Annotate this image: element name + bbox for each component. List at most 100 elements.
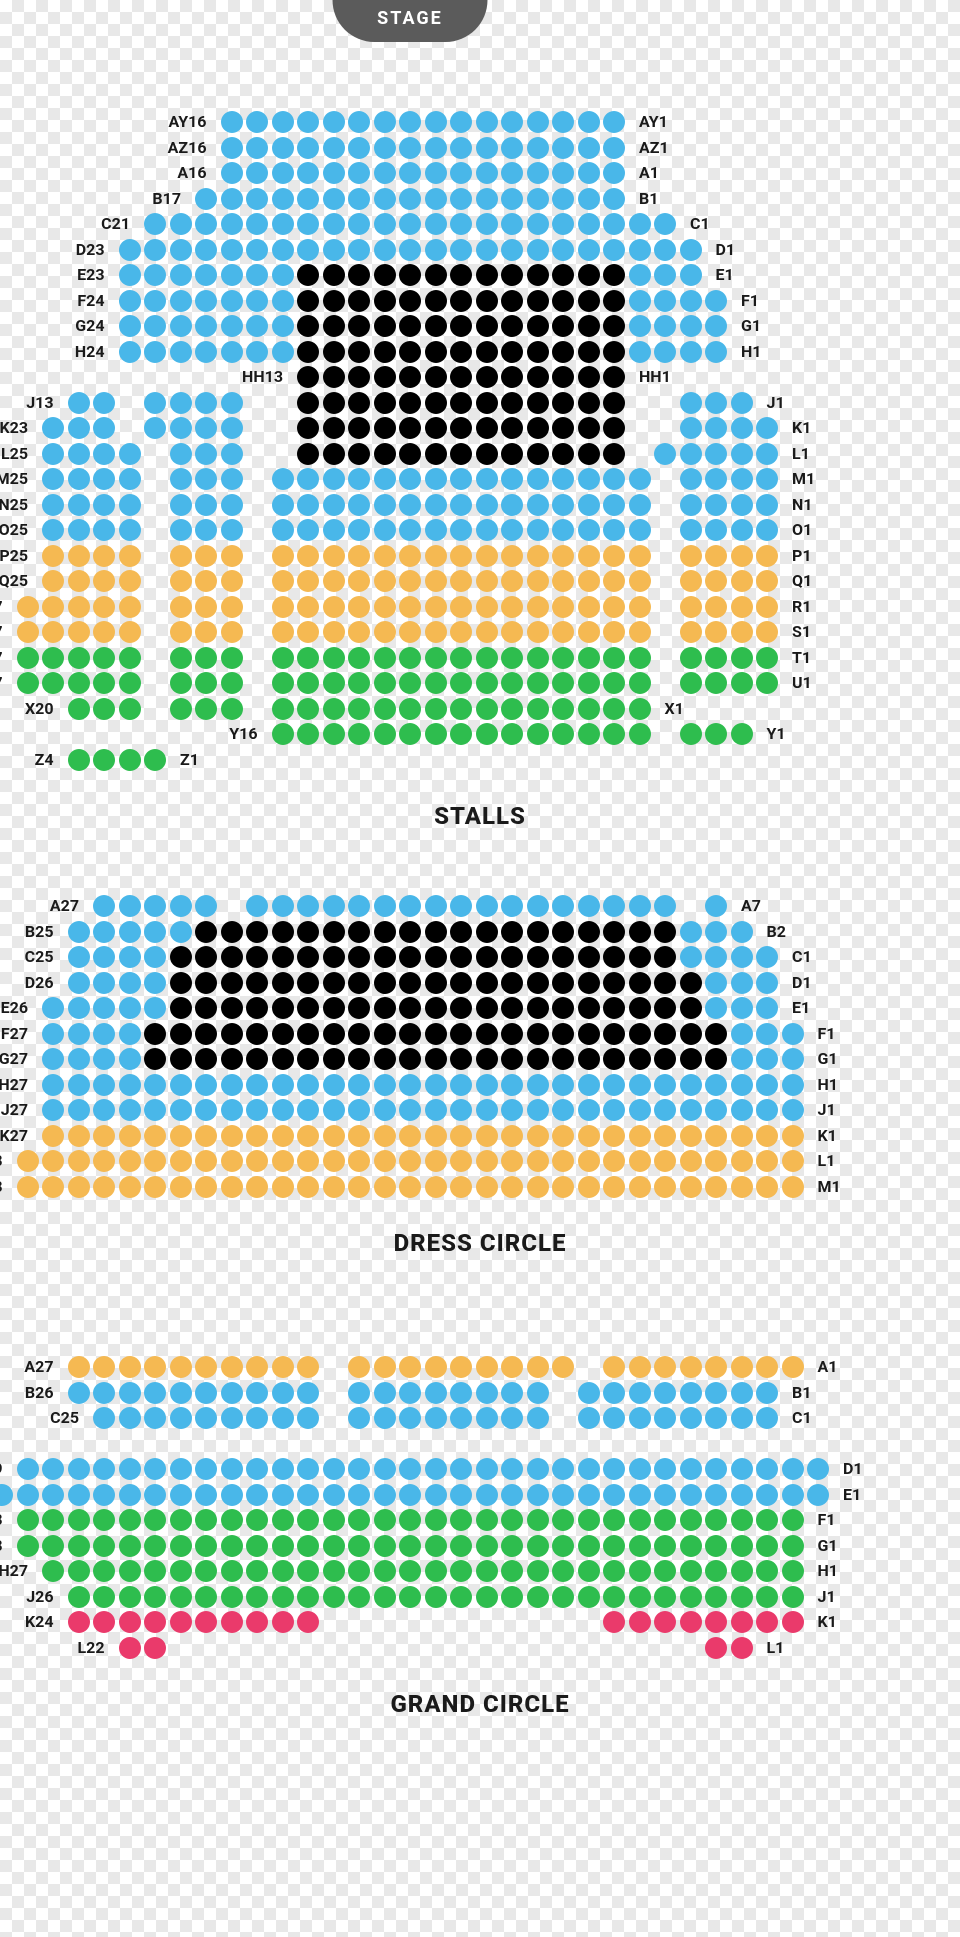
seat[interactable] — [399, 341, 421, 363]
seat[interactable] — [68, 570, 90, 592]
seat[interactable] — [348, 621, 370, 643]
seat[interactable] — [374, 239, 396, 261]
seat[interactable] — [221, 1048, 243, 1070]
seat[interactable] — [348, 972, 370, 994]
seat[interactable] — [374, 366, 396, 388]
seat[interactable] — [450, 417, 472, 439]
seat[interactable] — [399, 972, 421, 994]
seat[interactable] — [272, 111, 294, 133]
seat[interactable] — [323, 417, 345, 439]
seat[interactable] — [272, 1099, 294, 1121]
seat[interactable] — [119, 1586, 141, 1608]
seat[interactable] — [450, 1048, 472, 1070]
seat[interactable] — [297, 188, 319, 210]
seat[interactable] — [654, 1382, 676, 1404]
seat[interactable] — [501, 1535, 523, 1557]
seat[interactable] — [68, 1099, 90, 1121]
seat[interactable] — [476, 997, 498, 1019]
seat[interactable] — [195, 1560, 217, 1582]
seat[interactable] — [42, 545, 64, 567]
seat[interactable] — [552, 366, 574, 388]
seat[interactable] — [195, 1150, 217, 1172]
seat[interactable] — [42, 1176, 64, 1198]
seat[interactable] — [195, 1023, 217, 1045]
seat[interactable] — [450, 1074, 472, 1096]
seat[interactable] — [578, 468, 600, 490]
seat[interactable] — [476, 392, 498, 414]
seat[interactable] — [93, 1048, 115, 1070]
seat[interactable] — [144, 895, 166, 917]
seat[interactable] — [450, 570, 472, 592]
seat[interactable] — [348, 946, 370, 968]
seat[interactable] — [221, 188, 243, 210]
seat[interactable] — [578, 895, 600, 917]
seat[interactable] — [170, 1586, 192, 1608]
seat[interactable] — [629, 1150, 651, 1172]
seat[interactable] — [93, 1382, 115, 1404]
seat[interactable] — [527, 417, 549, 439]
seat[interactable] — [527, 997, 549, 1019]
seat[interactable] — [705, 1150, 727, 1172]
seat[interactable] — [552, 698, 574, 720]
seat[interactable] — [552, 1458, 574, 1480]
seat[interactable] — [603, 1099, 625, 1121]
seat[interactable] — [42, 1535, 64, 1557]
seat[interactable] — [93, 392, 115, 414]
seat[interactable] — [68, 1356, 90, 1378]
seat[interactable] — [221, 1484, 243, 1506]
seat[interactable] — [195, 1356, 217, 1378]
seat[interactable] — [272, 946, 294, 968]
seat[interactable] — [476, 213, 498, 235]
seat[interactable] — [654, 1407, 676, 1429]
seat[interactable] — [246, 1356, 268, 1378]
seat[interactable] — [527, 698, 549, 720]
seat[interactable] — [323, 366, 345, 388]
seat[interactable] — [501, 723, 523, 745]
seat[interactable] — [629, 1458, 651, 1480]
seat[interactable] — [603, 946, 625, 968]
seat[interactable] — [17, 647, 39, 669]
seat[interactable] — [450, 137, 472, 159]
seat[interactable] — [527, 392, 549, 414]
seat[interactable] — [246, 111, 268, 133]
seat[interactable] — [501, 1125, 523, 1147]
seat[interactable] — [501, 997, 523, 1019]
seat[interactable] — [552, 519, 574, 541]
seat[interactable] — [603, 1484, 625, 1506]
seat[interactable] — [527, 290, 549, 312]
seat[interactable] — [756, 494, 778, 516]
seat[interactable] — [246, 1023, 268, 1045]
seat[interactable] — [399, 264, 421, 286]
seat[interactable] — [654, 239, 676, 261]
seat[interactable] — [756, 1535, 778, 1557]
seat[interactable] — [756, 1023, 778, 1045]
seat[interactable] — [705, 997, 727, 1019]
seat[interactable] — [246, 290, 268, 312]
seat[interactable] — [476, 723, 498, 745]
seat[interactable] — [450, 315, 472, 337]
seat[interactable] — [93, 1484, 115, 1506]
seat[interactable] — [680, 1023, 702, 1045]
seat[interactable] — [501, 1074, 523, 1096]
seat[interactable] — [578, 443, 600, 465]
seat[interactable] — [246, 315, 268, 337]
seat[interactable] — [629, 698, 651, 720]
seat[interactable] — [527, 621, 549, 643]
seat[interactable] — [782, 1509, 804, 1531]
seat[interactable] — [527, 1458, 549, 1480]
seat[interactable] — [42, 997, 64, 1019]
seat[interactable] — [705, 519, 727, 541]
seat[interactable] — [527, 1023, 549, 1045]
seat[interactable] — [476, 188, 498, 210]
seat[interactable] — [246, 1176, 268, 1198]
seat[interactable] — [195, 672, 217, 694]
seat[interactable] — [42, 1509, 64, 1531]
seat[interactable] — [93, 1611, 115, 1633]
seat[interactable] — [221, 1023, 243, 1045]
seat[interactable] — [170, 392, 192, 414]
seat[interactable] — [578, 1382, 600, 1404]
seat[interactable] — [297, 596, 319, 618]
seat[interactable] — [578, 1150, 600, 1172]
seat[interactable] — [323, 1176, 345, 1198]
seat[interactable] — [297, 290, 319, 312]
